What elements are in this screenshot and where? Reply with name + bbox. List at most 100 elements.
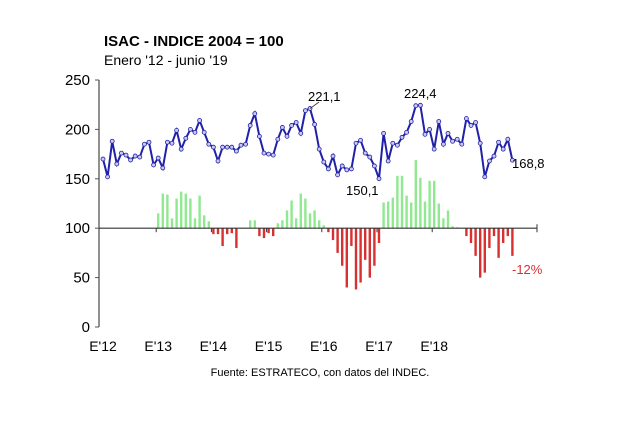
index-point <box>358 137 364 143</box>
index-point <box>394 142 400 148</box>
index-point <box>119 150 124 156</box>
variation-bar <box>184 193 187 229</box>
index-point <box>215 158 221 164</box>
index-point <box>160 165 166 171</box>
index-point <box>298 130 304 136</box>
index-point <box>362 150 368 156</box>
variation-bar <box>193 218 197 229</box>
variation-bar <box>331 228 335 241</box>
variation-bar <box>318 220 321 229</box>
index-point <box>137 154 143 160</box>
y-tick-label: 150 <box>65 171 90 188</box>
index-point <box>109 138 115 144</box>
index-point <box>427 126 433 132</box>
variation-bar <box>359 228 362 283</box>
variation-bar <box>175 198 178 229</box>
variation-bar <box>216 228 220 235</box>
index-point <box>381 130 387 136</box>
variation-bar <box>387 201 390 229</box>
index-point <box>367 154 373 160</box>
index-point <box>174 127 180 133</box>
index-point <box>132 153 138 159</box>
chart-title: ISAC - INDICE 2004 = 100 <box>104 33 284 50</box>
variation-bar <box>249 220 252 229</box>
index-point <box>491 153 497 159</box>
variation-bar <box>322 225 325 229</box>
index-point <box>454 136 460 142</box>
index-point <box>243 141 249 147</box>
y-tick-label: 100 <box>65 220 90 237</box>
variation-bar <box>161 193 164 229</box>
variation-bar <box>428 180 431 229</box>
index-point <box>431 146 437 152</box>
index-point <box>164 139 170 145</box>
variation-bar <box>285 210 289 229</box>
variation-bar <box>336 228 339 253</box>
variation-bar <box>483 228 486 273</box>
index-point <box>105 174 110 180</box>
x-tick-label: E'16 <box>310 338 338 354</box>
index-point <box>302 108 308 114</box>
variation-bar <box>203 215 206 229</box>
variation-bar <box>437 203 440 229</box>
index-point <box>482 174 488 180</box>
variation-bar <box>327 228 330 233</box>
index-point <box>417 102 423 108</box>
variation-bar <box>226 228 229 235</box>
index-point <box>385 158 391 164</box>
y-tick-label: 250 <box>65 72 90 89</box>
y-tick-label: 200 <box>65 121 90 138</box>
index-point <box>436 119 442 124</box>
variation-bar <box>221 228 224 246</box>
variation-bar <box>373 228 376 266</box>
x-tick-label: E'15 <box>255 338 283 354</box>
annotation-max-2017: 224,4 <box>404 86 437 101</box>
index-point <box>279 125 285 130</box>
index-point <box>178 146 184 152</box>
variation-bar <box>345 228 348 288</box>
chart-subtitle: Enero '12 - junio '19 <box>104 52 228 68</box>
variation-bar <box>180 191 183 229</box>
index-point <box>496 139 502 145</box>
variation-bar <box>281 220 284 229</box>
variation-bar <box>511 228 514 256</box>
variation-bar <box>396 175 399 229</box>
variation-bar <box>290 200 293 229</box>
index-point <box>510 157 515 163</box>
variation-bar <box>400 175 404 229</box>
variation-bar <box>423 201 427 229</box>
variation-bar <box>377 228 381 244</box>
index-point <box>252 111 258 116</box>
index-point <box>450 138 456 144</box>
index-point <box>468 123 474 128</box>
index-point <box>256 133 262 139</box>
index-point <box>422 131 428 137</box>
index-point <box>353 140 359 146</box>
index-point <box>155 155 161 161</box>
index-point <box>233 148 239 154</box>
variation-bar <box>446 210 450 229</box>
x-tick-label: E'18 <box>420 338 448 354</box>
variation-bar <box>451 226 454 229</box>
index-point <box>404 129 410 135</box>
variation-bar <box>442 218 445 229</box>
variation-bar <box>382 202 385 229</box>
index-point <box>500 146 506 152</box>
variation-bar <box>502 228 505 244</box>
index-point <box>183 135 189 141</box>
index-point <box>293 120 299 125</box>
x-tick-label: E'14 <box>200 338 228 354</box>
index-point <box>192 129 198 135</box>
annotation-max-2015: 221,1 <box>308 89 341 104</box>
index-point <box>266 151 272 157</box>
index-point <box>146 139 152 145</box>
index-point <box>151 162 157 168</box>
annotation-last-variation: -12% <box>512 262 543 277</box>
index-point <box>321 159 327 165</box>
variation-bar <box>368 228 371 278</box>
index-point <box>505 136 511 142</box>
index-point <box>114 161 120 167</box>
variation-bar <box>410 202 413 229</box>
variation-bar <box>492 228 496 237</box>
